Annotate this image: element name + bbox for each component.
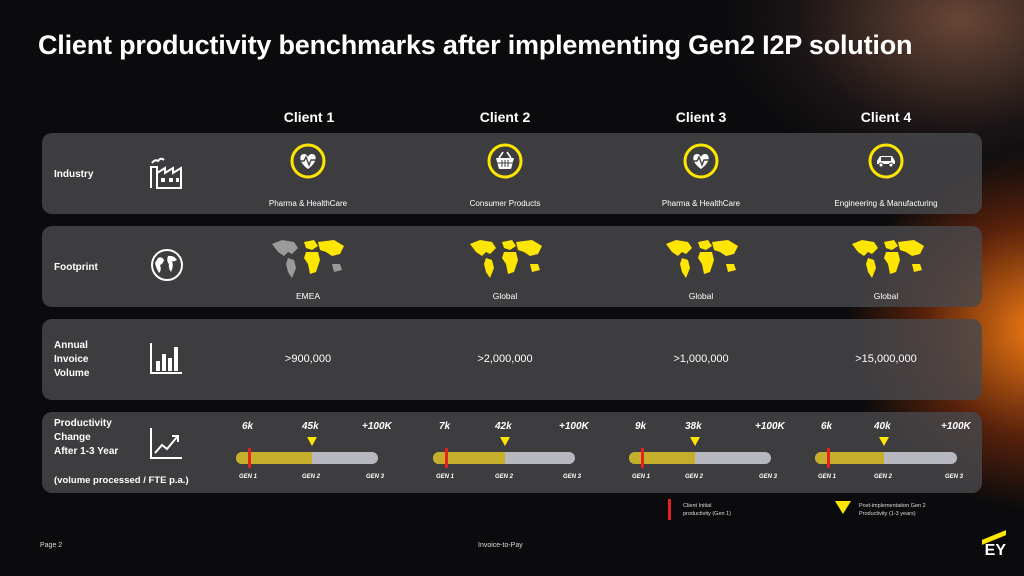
heartbeat-icon [683,143,719,179]
legend-red-marker [668,499,671,520]
initial-productivity-marker [445,448,448,468]
gen-label: GEN 2 [302,474,321,480]
post-value-label: 40k [874,421,891,432]
legend-triangle-marker [835,501,851,514]
max-value-label: +100K [941,421,971,432]
page-title: Client productivity benchmarks after imp… [38,30,913,60]
client-4-header: Client 4 [860,109,912,125]
initial-productivity-marker [248,448,251,468]
volume-row: Annual Invoice Volume >900,000 >2,000,00… [42,319,982,400]
footprint-row: Footprint EMEA Global Global [42,226,982,307]
productivity-gauge-4: 6k 40k +100K GEN 1 GEN 2 GEN 3 [815,412,975,493]
volume-value-3: >1,000,000 [673,353,729,365]
legend-line: Productivity (1-3 years) [859,511,916,517]
world-map-global-icon [470,240,542,278]
factory-icon [150,157,182,189]
post-implementation-marker [500,437,510,446]
gauge-track [433,452,575,464]
volume-value-2: >2,000,000 [477,353,533,365]
world-map-global-icon [666,240,738,278]
initial-productivity-marker [641,448,644,468]
gen-label: GEN 1 [632,474,651,480]
industry-value-2: Consumer Products [469,199,541,208]
productivity-gauge-3: 9k 38k +100K GEN 1 GEN 2 GEN 3 [629,412,789,493]
footprint-label: Footprint [54,262,98,273]
productivity-row: Productivity Change After 1-3 Year (volu… [42,412,982,493]
productivity-label: Productivity Change After 1-3 Year [54,417,118,459]
gauge-track [236,452,378,464]
productivity-label-line: Change [54,432,91,443]
gauge-track [629,452,771,464]
footprint-value-2: Global [492,291,518,301]
post-value-label: 45k [302,421,319,432]
ey-logo: EY [984,542,1006,559]
heartbeat-icon [290,143,326,179]
footprint-value-4: Global [873,291,899,301]
max-value-label: +100K [755,421,785,432]
world-map-global-icon [852,240,924,278]
globe-icon [151,249,183,281]
gen-label: GEN 3 [945,474,964,480]
volume-label-line: Annual [54,340,88,351]
car-icon [868,143,904,179]
client-3-header: Client 3 [675,109,727,125]
gen-label: GEN 1 [818,474,837,480]
initial-value-label: 7k [439,421,451,432]
gen-label: GEN 2 [495,474,514,480]
industry-value-3: Pharma & HealthCare [661,199,741,208]
initial-value-label: 6k [242,421,254,432]
post-implementation-marker [307,437,317,446]
bar-chart-icon [150,343,182,374]
legend-initial-text: Client Initial productivity (Gen 1) [683,502,731,518]
productivity-gauge-1: 6k 45k +100K GEN 1 GEN 2 GEN 3 [236,412,396,493]
legend-post-text: Post-implementation Gen 2 Productivity (… [859,502,926,518]
productivity-gauge-2: 7k 42k +100K GEN 1 GEN 2 GEN 3 [433,412,593,493]
volume-label: Annual Invoice Volume [54,339,89,381]
initial-productivity-marker [827,448,830,468]
world-map-emea-icon [272,240,344,278]
footer-center: Invoice-to-Pay [478,542,523,549]
footprint-value-3: Global [688,291,714,301]
footprint-value-1: EMEA [295,291,321,301]
legend-line: Client Initial [683,503,712,509]
gen-label: GEN 1 [436,474,455,480]
productivity-sublabel: (volume processed / FTE p.a.) [54,475,189,486]
gen-label: GEN 1 [239,474,258,480]
initial-value-label: 6k [821,421,833,432]
industry-value-4: Engineering & Manufacturing [834,199,938,208]
trend-up-icon [150,428,182,459]
legend-line: Post-implementation Gen 2 [859,503,926,509]
basket-icon [487,143,523,179]
gen-label: GEN 3 [759,474,778,480]
gauge-fill [815,452,884,464]
gauge-fill [629,452,695,464]
gen-label: GEN 3 [563,474,582,480]
gen-label: GEN 2 [874,474,893,480]
max-value-label: +100K [362,421,392,432]
productivity-label-line: After 1-3 Year [54,446,119,457]
volume-label-line: Invoice [54,354,89,365]
legend-line: productivity (Gen 1) [683,511,731,517]
post-value-label: 38k [685,421,702,432]
gen-label: GEN 3 [366,474,385,480]
client-2-header: Client 2 [479,109,531,125]
productivity-label-line: Productivity [54,418,112,429]
max-value-label: +100K [559,421,589,432]
volume-label-line: Volume [54,368,90,379]
volume-value-1: >900,000 [284,353,332,365]
post-value-label: 42k [495,421,512,432]
post-implementation-marker [690,437,700,446]
gauge-fill [433,452,505,464]
client-1-header: Client 1 [283,109,335,125]
gauge-fill [236,452,312,464]
page-number: Page 2 [40,542,63,549]
post-implementation-marker [879,437,889,446]
industry-label: Industry [54,169,94,180]
gen-label: GEN 2 [685,474,704,480]
industry-row: Industry Pharma & HealthCare Consumer Pr… [42,133,982,214]
industry-value-1: Pharma & HealthCare [268,199,348,208]
gauge-track [815,452,957,464]
volume-value-4: >15,000,000 [855,353,917,365]
initial-value-label: 9k [635,421,647,432]
